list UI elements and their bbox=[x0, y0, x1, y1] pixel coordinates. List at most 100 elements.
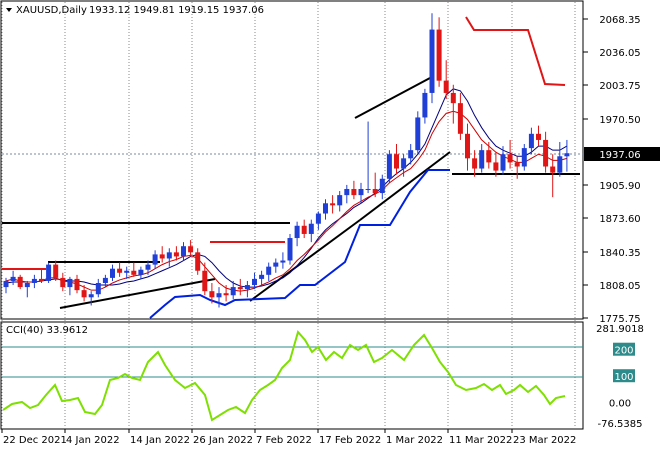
candle bbox=[401, 154, 407, 177]
cci-tick-label: 100 bbox=[614, 372, 633, 383]
candle bbox=[429, 13, 435, 104]
drawn-lines bbox=[2, 16, 580, 319]
candle bbox=[408, 144, 414, 165]
candle bbox=[202, 262, 208, 296]
candle bbox=[308, 219, 314, 243]
uptrend-line-2 bbox=[249, 219, 361, 302]
candle bbox=[145, 260, 151, 275]
candle bbox=[315, 211, 321, 230]
candle bbox=[252, 272, 257, 290]
candle bbox=[457, 92, 463, 140]
candle bbox=[53, 260, 59, 281]
candle bbox=[443, 60, 449, 100]
current-price-tag-bg bbox=[584, 147, 660, 161]
candle bbox=[223, 285, 229, 302]
candle bbox=[131, 262, 137, 277]
candle bbox=[74, 274, 80, 294]
time-tick-label: 23 Mar 2022 bbox=[513, 435, 576, 446]
candle bbox=[323, 199, 328, 220]
time-tick-label: 4 Jan 2022 bbox=[66, 435, 120, 446]
time-tick-label: 17 Feb 2022 bbox=[319, 435, 381, 446]
candle bbox=[117, 262, 123, 277]
candle bbox=[365, 121, 371, 194]
cci-axis: 281.9018 200 100 0.00 -76.5385 bbox=[596, 324, 644, 430]
cci-line bbox=[2, 329, 566, 422]
candle bbox=[81, 285, 87, 302]
candle bbox=[358, 182, 364, 204]
cci-label: CCI(40) 33.9612 bbox=[6, 325, 88, 336]
candle bbox=[10, 270, 16, 286]
candle bbox=[436, 17, 442, 87]
candle bbox=[521, 144, 527, 171]
candle bbox=[110, 264, 115, 281]
candle bbox=[60, 272, 66, 292]
candle bbox=[528, 127, 534, 155]
candle bbox=[216, 287, 222, 308]
candle bbox=[17, 274, 23, 290]
ohlc-values: 1933.12 1949.81 1919.15 1937.06 bbox=[89, 5, 264, 16]
candle bbox=[88, 291, 94, 306]
candle bbox=[181, 242, 186, 261]
time-tick-label: 1 Mar 2022 bbox=[386, 435, 443, 446]
candle bbox=[24, 280, 30, 298]
candle bbox=[536, 125, 541, 147]
candle bbox=[301, 219, 307, 239]
candle bbox=[465, 123, 470, 171]
candle bbox=[95, 278, 101, 298]
uptrend-line-4 bbox=[354, 77, 431, 119]
candle bbox=[166, 248, 172, 267]
candle bbox=[486, 141, 492, 169]
candle bbox=[237, 278, 243, 296]
symbol-label: XAUUSD,Daily bbox=[16, 5, 87, 16]
candle bbox=[173, 246, 179, 261]
candle bbox=[209, 283, 215, 304]
cci-tick-label: -76.5385 bbox=[598, 419, 643, 430]
time-tick-label: 14 Jan 2022 bbox=[130, 435, 190, 446]
uptrend-line-1 bbox=[59, 278, 216, 309]
candle bbox=[351, 180, 357, 200]
price-tick-label: 2003.75 bbox=[599, 81, 640, 92]
dropdown-triangle-icon[interactable] bbox=[6, 8, 12, 12]
candle bbox=[188, 240, 194, 257]
price-tick-label: 2068.35 bbox=[599, 15, 640, 26]
candle bbox=[379, 174, 385, 200]
candle bbox=[124, 266, 130, 279]
current-price-label: 1937.06 bbox=[599, 150, 640, 161]
candlestick-series bbox=[3, 13, 570, 308]
candle bbox=[493, 152, 499, 177]
price-axis: 2068.35 2036.05 2003.75 1970.50 1905.90 1873.… bbox=[583, 15, 641, 325]
candle bbox=[138, 266, 144, 279]
candle bbox=[3, 277, 9, 294]
candle bbox=[394, 144, 399, 175]
candle bbox=[507, 139, 513, 169]
candle bbox=[31, 274, 37, 289]
candle bbox=[195, 248, 201, 275]
candle bbox=[273, 258, 279, 273]
candle bbox=[39, 268, 44, 284]
candle bbox=[543, 131, 549, 173]
ichimoku-base-line bbox=[149, 169, 450, 319]
candle bbox=[344, 184, 350, 204]
candle bbox=[152, 250, 158, 269]
time-axis: 22 Dec 2021 4 Jan 2022 14 Jan 2022 26 Jan 2… bbox=[1, 429, 576, 446]
candle bbox=[479, 144, 485, 173]
candle bbox=[330, 195, 336, 214]
candle bbox=[266, 262, 272, 281]
candle bbox=[557, 141, 563, 177]
candle bbox=[230, 280, 236, 300]
cci-level-tag bbox=[613, 342, 635, 356]
current-price-tag: 1937.06 bbox=[584, 147, 660, 161]
uptrend-line-3 bbox=[359, 151, 451, 221]
chart-header: XAUUSD,Daily 1933.12 1949.81 1919.15 193… bbox=[6, 5, 264, 16]
price-tick-label: 1840.35 bbox=[599, 248, 640, 259]
candle bbox=[472, 150, 478, 177]
time-tick-label: 22 Dec 2021 bbox=[3, 435, 67, 446]
price-tick-label: 1873.60 bbox=[599, 214, 640, 225]
candle bbox=[422, 88, 428, 124]
candle bbox=[280, 252, 286, 269]
vertical-grid bbox=[1, 2, 576, 428]
candle bbox=[46, 262, 52, 284]
resistance-step-line bbox=[465, 16, 566, 86]
